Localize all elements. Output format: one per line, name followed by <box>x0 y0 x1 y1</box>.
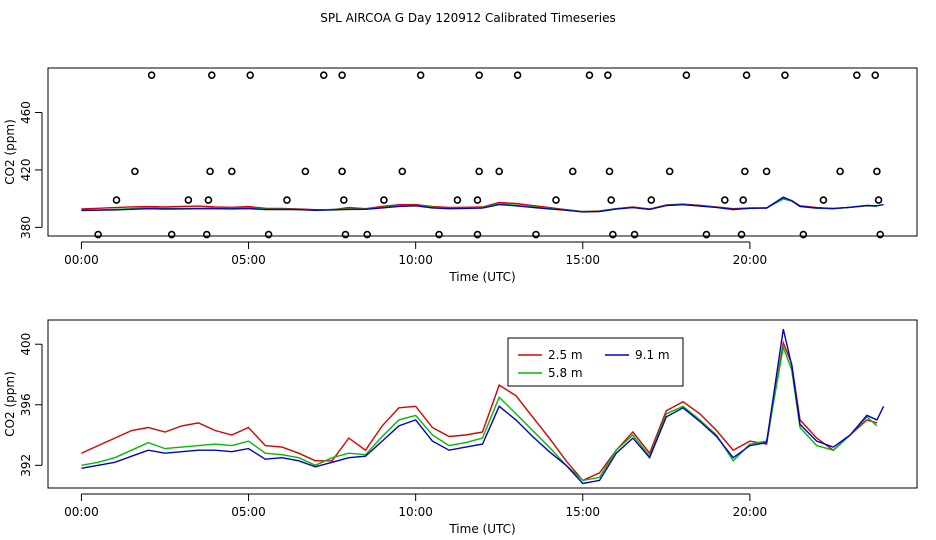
plot-frame <box>47 319 918 489</box>
calibration-point <box>301 167 310 176</box>
y-tick-label: 400 <box>19 333 33 356</box>
calibration-point <box>202 230 211 239</box>
x-tick-label: 00:00 <box>64 253 99 267</box>
series-line-9-1-m <box>81 328 885 485</box>
x-tick-label: 15:00 <box>565 505 600 519</box>
calibration-point <box>204 196 213 204</box>
calibration-point <box>609 230 617 239</box>
legend-label: 5.8 m <box>548 366 583 380</box>
calibration-point <box>853 71 861 79</box>
calibration-point <box>871 71 880 79</box>
calibration-point <box>131 167 139 176</box>
zoomed-panel: 00:00 05:00 10:00 15:00 20:00 Time (UTC) 392 39… <box>3 319 918 536</box>
calibration-point <box>363 230 371 239</box>
calibration-point <box>874 196 883 204</box>
y-axis-title: CO2 (ppm) <box>3 119 17 185</box>
calibration-point <box>607 196 615 204</box>
calibration-point <box>495 167 504 176</box>
calibration-point <box>873 167 881 176</box>
x-tick-label: 05:00 <box>231 253 266 267</box>
series-line-5-8-m <box>81 344 878 482</box>
y-tick-label: 392 <box>19 454 33 477</box>
calibration-point <box>228 167 236 176</box>
calibration-point <box>380 196 388 204</box>
calibration-point <box>836 167 844 176</box>
y-tick-label: 380 <box>19 216 33 239</box>
calibration-point <box>398 167 407 176</box>
calibration-point <box>339 196 348 204</box>
figure-title: SPL AIRCOA G Day 120912 Calibrated Times… <box>320 11 615 25</box>
y-axis-title: CO2 (ppm) <box>3 371 17 437</box>
calibration-point <box>246 71 255 79</box>
calibration-point <box>338 167 346 176</box>
calibration-point <box>585 71 594 79</box>
calibration-point <box>475 71 483 79</box>
x-tick-label: 20:00 <box>733 505 768 519</box>
calibration-point <box>799 230 808 239</box>
x-axis-title: Time (UTC) <box>448 522 515 536</box>
calibration-point <box>737 230 746 239</box>
y-tick-label: 420 <box>19 158 33 181</box>
legend-box <box>507 337 684 387</box>
calibration-point <box>184 196 193 204</box>
calibration-point <box>532 230 540 239</box>
calibration-point <box>341 230 350 239</box>
x-tick-label: 00:00 <box>64 505 99 519</box>
calibration-point <box>605 167 614 176</box>
y-tick-label: 460 <box>19 101 33 124</box>
x-tick-label: 15:00 <box>565 253 600 267</box>
calibration-point <box>206 167 214 176</box>
calibration-point <box>552 196 560 204</box>
calibration-point <box>435 230 443 239</box>
calibration-point <box>647 196 656 204</box>
series-line-2-5-m <box>81 340 878 482</box>
calibration-point <box>416 71 425 79</box>
calibration-point <box>819 196 828 204</box>
calibration-point <box>453 196 462 204</box>
calibration-point <box>741 167 749 176</box>
calibration-point <box>112 196 121 204</box>
calibration-point <box>781 71 789 79</box>
x-tick-label: 20:00 <box>733 253 768 267</box>
x-tick-label: 10:00 <box>398 505 433 519</box>
legend-label: 9.1 m <box>635 348 670 362</box>
calibration-point <box>473 230 482 239</box>
calibration-point <box>207 71 216 79</box>
calibration-point <box>762 167 771 176</box>
calibration-point <box>702 230 711 239</box>
calibration-point <box>167 230 176 239</box>
x-tick-label: 05:00 <box>231 505 266 519</box>
calibration-point <box>473 196 482 204</box>
calibration-point <box>630 230 639 239</box>
calibration-point <box>876 230 885 239</box>
calibration-point <box>319 71 328 79</box>
x-axis-title: Time (UTC) <box>448 270 515 284</box>
calibration-point <box>475 167 483 176</box>
calibration-point <box>721 196 729 204</box>
calibration-point <box>513 71 522 79</box>
calibration-point <box>94 230 102 239</box>
series-line-9-1-m <box>81 196 884 213</box>
calibration-point <box>742 71 751 79</box>
calibration-point <box>665 167 674 176</box>
series-line-5-8-m <box>81 198 877 213</box>
x-tick-label: 10:00 <box>398 253 433 267</box>
legend: 2.5 m 9.1 m 5.8 m <box>507 337 684 387</box>
calibration-point <box>682 71 691 79</box>
legend-label: 2.5 m <box>548 348 583 362</box>
calibration-point <box>604 71 612 79</box>
y-tick-label: 396 <box>19 393 33 416</box>
plot-frame <box>47 67 918 237</box>
calibration-point <box>568 167 577 176</box>
calibration-point <box>147 71 156 79</box>
calibration-point <box>739 196 748 204</box>
calibration-point <box>264 230 273 239</box>
calibration-point <box>283 196 291 204</box>
series-line-2-5-m <box>81 197 877 213</box>
full-range-panel: 00:00 05:00 10:00 15:00 20:00 Time (UTC) 380 42… <box>3 67 918 284</box>
calibration-point <box>338 71 346 79</box>
